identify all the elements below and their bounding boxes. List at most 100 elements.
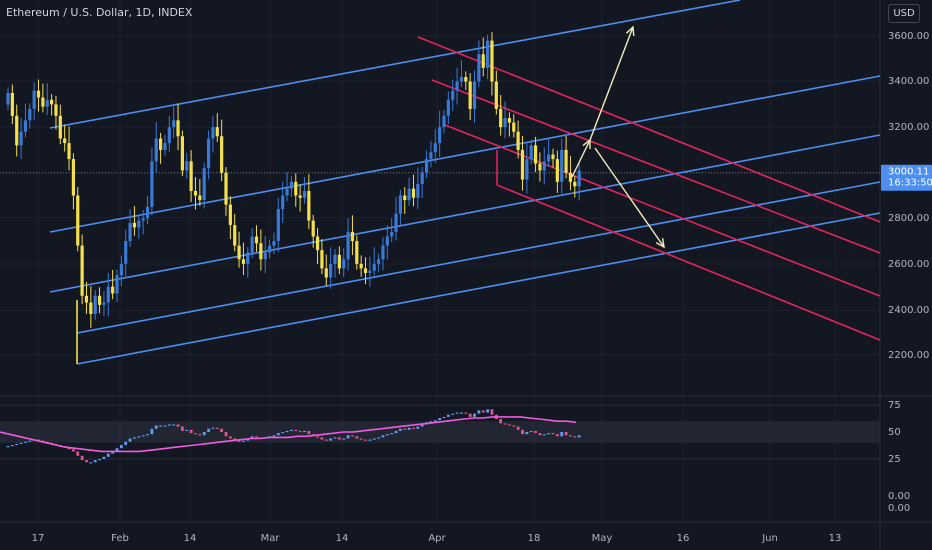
candle-body [115,275,119,294]
rsi-bar [346,435,350,439]
candle-body [507,118,511,123]
candle-body [15,115,19,146]
channel-line-red [417,36,881,223]
rsi-bar [512,425,516,427]
candle-body [185,161,189,171]
rsi-bar [433,420,437,422]
candle-body [176,120,180,137]
candle-body [163,143,167,150]
candle-body [281,195,285,210]
rsi-bar [351,435,354,437]
candle-body [237,245,241,260]
rsi-bar [10,444,14,447]
rsi-bar [141,435,145,437]
candle-body [516,131,520,150]
candle-body [381,245,385,260]
rsi-bar [455,412,459,414]
rsi-bar [237,440,241,442]
candle-body [189,161,193,191]
candle-body [564,149,568,173]
rsi-bar [202,432,206,436]
candle-body [220,136,224,173]
rsi-bar [124,441,128,445]
candle-body [93,295,97,314]
rsi-tick-label: 25 [888,454,901,465]
candle-body [385,236,389,246]
rsi-bar [115,448,119,452]
candle-body [568,172,573,182]
candle-body [172,120,176,128]
rsi-bar [446,414,450,417]
candle-body [10,92,14,116]
candle-body [459,77,464,82]
rsi-bar [499,419,503,424]
candle-body [23,120,28,132]
rsi-tick-label: 0.00 [888,503,910,514]
candle-body [145,206,150,219]
rsi-bar [194,433,197,435]
candle-body [372,263,376,271]
rsi-bar [560,432,564,437]
rsi-bar [525,432,529,435]
rsi-bar [111,451,115,454]
rsi-bar [28,440,32,442]
rsi-bar [329,438,333,441]
rsi-bar [19,442,23,444]
last-price-label: 3000.11 [888,167,929,178]
rsi-bar [181,426,184,431]
candle-body [433,143,437,153]
currency-button[interactable]: USD [888,4,920,23]
rsi-bar [72,449,75,452]
rsi-bar [163,425,167,427]
candle-body [368,270,372,273]
candle-body [154,138,158,162]
candle-body [41,97,45,107]
projection-arrow-head [655,238,665,249]
rsi-bar [80,455,84,461]
chart-title: Ethereum / U.S. Dollar, 1D, INDEX [6,6,193,19]
time-tick-label: 16 [677,533,690,544]
channel-line-red [496,184,881,341]
candle-body [45,99,49,107]
candle-body [302,190,307,198]
rsi-bar [547,433,551,435]
candle-body [167,127,171,144]
rsi-bar [189,429,193,434]
candle-body [355,241,359,264]
candle-body [180,136,184,171]
rsi-bar [468,413,472,417]
rsi-bar [24,441,27,443]
rsi-bar [211,427,215,429]
channel-line-red [444,124,881,297]
candle-body [333,254,337,264]
projection-arrow-line [594,147,665,248]
channel-line-blue [49,0,741,129]
candle-body [451,90,455,100]
candle-body [263,252,267,260]
candle-body [398,195,402,214]
rsi-bar [508,424,511,426]
candle-body [315,236,320,251]
candle-body [547,154,551,162]
rsi-bar [133,437,136,439]
candle-body [106,286,110,303]
rsi-bar [290,429,293,432]
rsi-tick-label: 50 [888,427,901,438]
candle-body [403,195,407,201]
rsi-bar [438,417,442,421]
candle-body [241,259,246,264]
rsi-bar [242,440,245,442]
candle-body [298,195,302,198]
rsi-bar [377,437,380,439]
candle-body [268,245,272,253]
rsi-bar [250,436,254,439]
rsi-bar [185,429,189,432]
time-tick-label: 13 [829,533,842,544]
time-tick-label: 14 [336,533,349,544]
candle-body [233,225,237,246]
candle-body [359,263,363,269]
candle-body [490,40,494,82]
candle-body [377,259,381,264]
rsi-bar [416,426,420,429]
